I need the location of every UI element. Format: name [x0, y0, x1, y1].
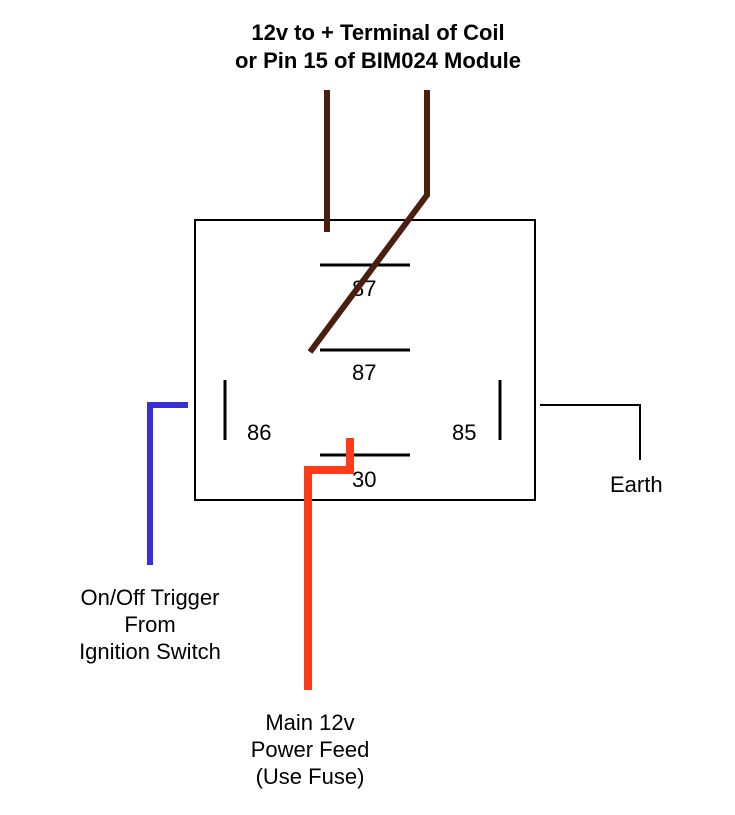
pin-87-mid-label: 87: [352, 360, 376, 385]
label-main-line3: (Use Fuse): [256, 764, 365, 789]
label-trigger-line3: Ignition Switch: [79, 639, 221, 664]
label-coil-line1: 12v to + Terminal of Coil: [251, 20, 504, 45]
label-main-line1: Main 12v: [265, 710, 354, 735]
label-earth: Earth: [610, 472, 663, 497]
relay-wiring-diagram: 87 87 86 85 30 12v to + Terminal of Coil…: [0, 0, 735, 815]
pin-85-label: 85: [452, 420, 476, 445]
wire-trigger: [150, 405, 188, 565]
label-main-line2: Power Feed: [251, 737, 370, 762]
wire-power-feed: [308, 438, 350, 690]
label-trigger-line2: From: [124, 612, 175, 637]
label-coil-line2: or Pin 15 of BIM024 Module: [235, 48, 521, 73]
label-trigger-line1: On/Off Trigger: [81, 585, 220, 610]
pin-86-label: 86: [247, 420, 271, 445]
pin-30-label: 30: [352, 467, 376, 492]
wire-earth: [540, 405, 640, 460]
